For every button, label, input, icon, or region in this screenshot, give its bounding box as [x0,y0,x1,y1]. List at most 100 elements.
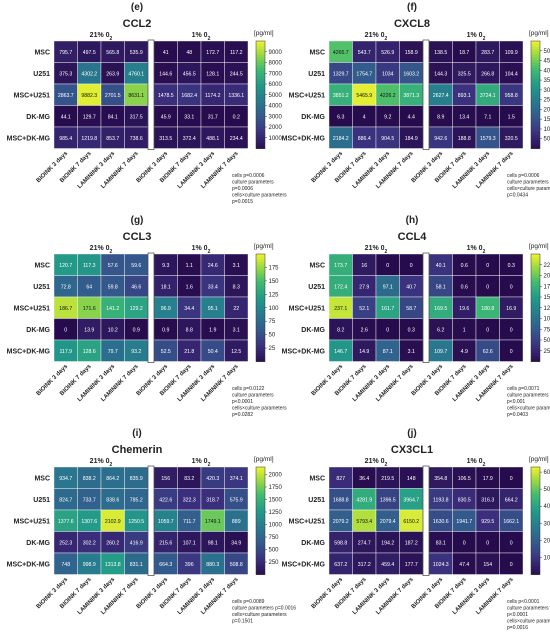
cell-value: 2863.7 [58,93,74,99]
cell-value: 184.9 [405,136,418,142]
row-label: U251 [308,284,325,291]
colorbar-strip [531,259,540,263]
cell-value: 5793.4 [356,519,372,525]
colorbar-tick-label: 3000 [544,521,550,527]
stats-line: cells×culture parameters [232,193,287,199]
colorbar-strip [256,469,265,473]
cell-value: 422.6 [159,497,172,503]
cell-value: 2184.2 [333,136,349,142]
colorbar-strip [531,84,540,88]
colorbar-strip [256,302,265,306]
colorbar-strip [256,331,265,336]
cell-value: 2.6 [361,327,368,333]
colorbar-strip [256,129,265,133]
cell-value: 161.7 [381,306,394,312]
cell-value: 58.7 [406,306,416,312]
colorbar-strip [256,571,265,575]
cell-value: 173.7 [334,263,347,269]
colorbar-strip [531,323,540,327]
cell-value: 40.7 [406,284,416,290]
colorbar-strip [256,353,265,357]
cell-value: 0 [510,562,513,568]
cell-value: 1603.2 [403,71,419,77]
group-header-subscript: 2 [110,36,113,42]
colorbar-strip [256,313,265,317]
colorbar-strip [256,310,265,314]
cell-value: 219.5 [381,476,394,482]
colorbar-strip [256,110,265,114]
colorbar-strip [531,97,540,101]
colorbar-strip [531,116,540,120]
group-header: 21% 02 [365,32,388,42]
colorbar-strip [256,475,265,479]
colorbar-strip [531,113,540,117]
cell-value: 488.1 [206,136,219,142]
cell-value: 893.1 [458,93,471,99]
colorbar-tick-label: 1750 [269,485,283,491]
panel-letter: (i) [132,428,141,439]
colorbar-strip [256,51,265,55]
cell-value: 4 [363,114,366,120]
colorbar-strip [531,145,540,149]
cell-value: 18.7 [459,50,469,56]
cell-value: 260.2 [106,540,119,546]
colorbar-strip [256,555,265,559]
cell-value: 416.9 [130,540,143,546]
cell-value: 795.7 [59,50,72,56]
cell-value: 2079.4 [380,519,396,525]
group-header: 1% 02 [467,32,486,42]
cell-value: 24.6 [208,263,218,269]
colorbar-strip [531,297,540,301]
colorbar-tick-label: 225 [544,263,550,269]
cell-value: 244.5 [230,71,243,77]
colorbar-strip [531,262,540,266]
colorbar-strip [531,326,540,330]
colorbar-tick-label: 2500 [544,98,550,104]
cell-value: 5465.9 [356,93,372,99]
cell-value: 144.6 [159,71,172,77]
colorbar-strip [256,539,265,543]
group-header: 1% 02 [467,245,486,255]
cell-value: 187.2 [405,540,418,546]
colorbar-strip [256,267,265,271]
colorbar-strip [256,563,265,567]
colorbar-strip [256,348,265,352]
colorbar-strip [256,75,265,80]
colorbar-strip [531,256,540,260]
cell-value: 266.8 [481,71,494,77]
colorbar-strip [531,528,540,532]
colorbar-strip [531,561,540,565]
colorbar-strip [256,65,265,69]
colorbar-strip [531,46,540,50]
cell-value: 535.9 [130,50,143,56]
colorbar-strip [531,345,540,349]
colorbar-strip [256,499,265,503]
row-label: MSC+DK-MG [282,135,326,142]
cell-value: 1 [463,327,466,333]
stats-line: culture parameters [507,393,549,399]
group-separator [147,39,155,150]
cell-value: 711.7 [183,519,196,525]
colorbar-strip [531,353,540,357]
row-label: DK-MG [26,114,50,121]
cell-value: 420.3 [206,476,219,482]
cell-value: 93.2 [131,349,141,355]
colorbar-tick-label: 2000 [269,473,283,479]
colorbar-strip [531,534,540,538]
cell-value: 1941.7 [456,519,472,525]
colorbar-tick-label: 200 [544,274,550,280]
row-label: MSC [34,475,50,482]
colorbar-tick-label: 1000 [269,523,283,529]
colorbar-strip [256,89,265,93]
cell-value: 831.1 [130,562,143,568]
colorbar-tick-label: 5000 [544,487,550,493]
colorbar-strip [531,51,540,55]
cell-value: 9.2 [384,114,391,120]
colorbar [530,466,541,575]
colorbar-strip [256,477,265,481]
cell-value: 0.6 [461,263,468,269]
cell-value: 733.7 [83,497,96,503]
colorbar-strip [531,340,540,344]
cell-value: 1662.1 [503,519,519,525]
